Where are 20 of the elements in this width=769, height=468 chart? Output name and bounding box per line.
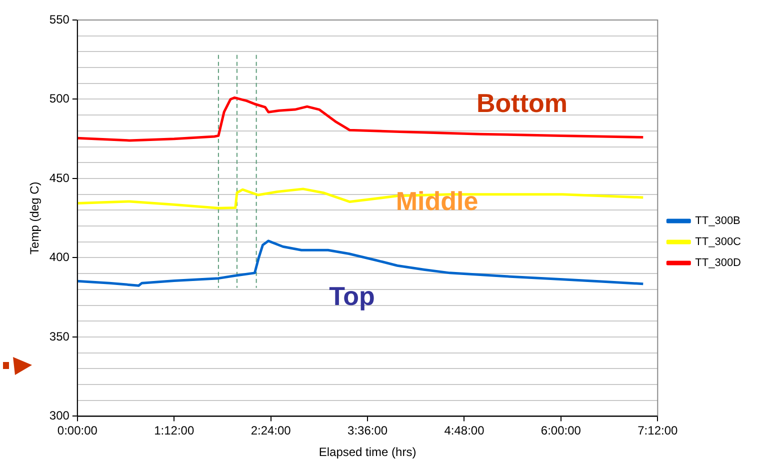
y-axis-title: Temp (deg C) bbox=[28, 182, 42, 254]
annotation: Top bbox=[329, 281, 375, 312]
x-tick-label: 6:00:00 bbox=[540, 424, 582, 438]
y-tick-label: 550 bbox=[49, 12, 70, 26]
x-tick-label: 2:24:00 bbox=[250, 424, 292, 438]
legend-label: TT_300D bbox=[695, 257, 742, 270]
x-tick-label: 4:48:00 bbox=[444, 424, 485, 438]
y-tick-label: 450 bbox=[49, 170, 70, 185]
x-tick-label: 1:12:00 bbox=[154, 424, 194, 438]
y-tick-label: 300 bbox=[49, 408, 70, 423]
y-tick-label: 350 bbox=[49, 329, 70, 344]
y-tick-label: 400 bbox=[49, 250, 70, 264]
legend-label: TT_300B bbox=[695, 215, 740, 228]
annotation: Bottom bbox=[476, 88, 568, 118]
legend-label: TT_300C bbox=[695, 236, 742, 248]
y-tick-label: 500 bbox=[49, 92, 70, 106]
x-tick-label: 0:00:00 bbox=[57, 424, 98, 438]
x-axis-title: Elapsed time (hrs) bbox=[318, 445, 416, 460]
x-tick-label: 3:36:00 bbox=[348, 424, 388, 438]
x-tick-label: 7:12:00 bbox=[638, 424, 678, 438]
